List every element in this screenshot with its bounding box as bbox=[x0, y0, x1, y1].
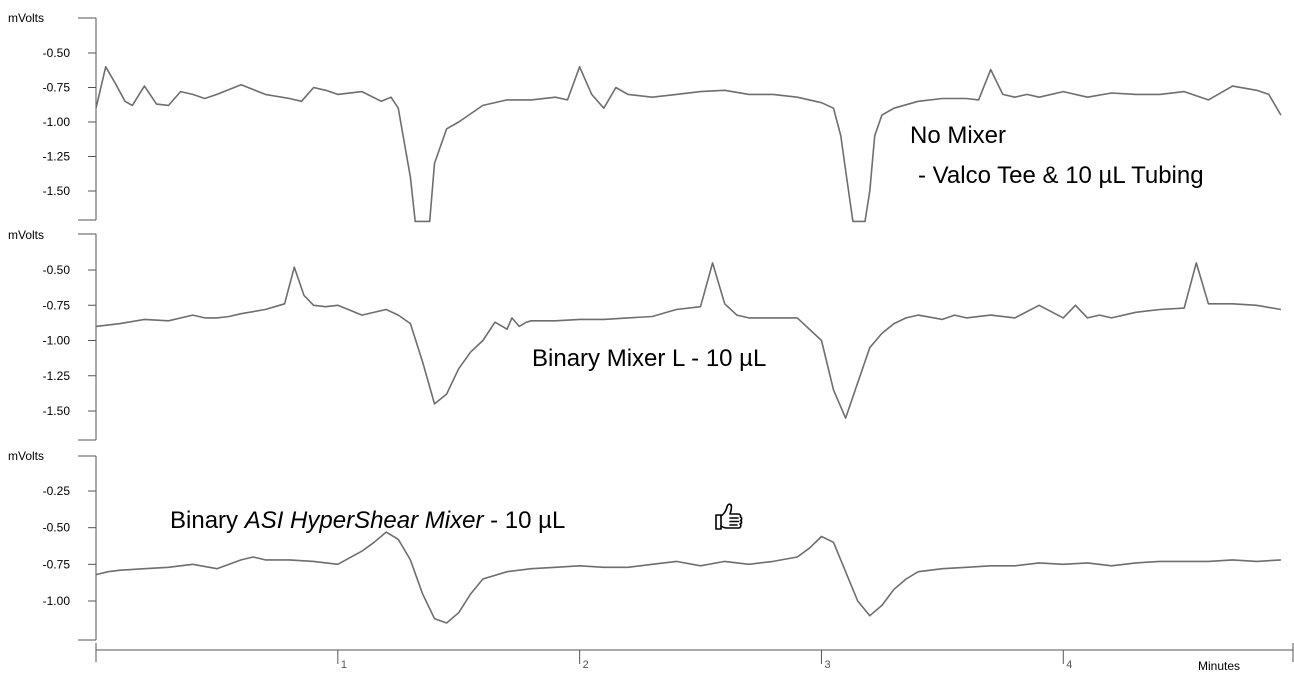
y-unit-label: mVolts bbox=[8, 228, 44, 242]
annotation-line-1: Binary Mixer L - 10 µL bbox=[532, 345, 766, 372]
x-tick-label: 4 bbox=[1066, 659, 1072, 671]
series bbox=[95, 531, 1281, 624]
series bbox=[95, 262, 1282, 419]
y-tick-label: -0.75 bbox=[43, 81, 71, 95]
series-line bbox=[95, 262, 1282, 419]
y-tick-label: -1.50 bbox=[43, 184, 71, 198]
series-line bbox=[95, 531, 1281, 624]
y-tick-label: -0.50 bbox=[43, 521, 71, 535]
annotation-italic: ASI HyperShear Mixer bbox=[243, 507, 485, 534]
annotation-line-1: No Mixer bbox=[910, 122, 1006, 149]
y-tick-label: -0.25 bbox=[43, 484, 71, 498]
annotation-prefix: Binary bbox=[170, 507, 245, 534]
y-axis bbox=[78, 455, 97, 641]
y-ticks: -0.25 -0.50 -0.75 -1.00 bbox=[43, 484, 96, 608]
annotation-text: Binary ASI HyperShear Mixer - 10 µL bbox=[170, 507, 565, 534]
x-tick-label: 1 bbox=[341, 659, 347, 671]
panel-hypershear-mixer: mVolts -0.25 -0.50 -0.75 -1.00 Binary ASI H… bbox=[8, 449, 1281, 641]
y-tick-label: -1.25 bbox=[43, 150, 71, 164]
thumbs-up-icon bbox=[715, 503, 743, 530]
y-unit-label: mVolts bbox=[8, 449, 44, 463]
y-tick-label: -0.50 bbox=[43, 46, 71, 60]
x-ticks: 1 2 3 4 bbox=[95, 643, 1294, 671]
series bbox=[95, 66, 1282, 223]
y-axis bbox=[78, 17, 97, 221]
y-tick-label: -1.25 bbox=[43, 369, 71, 383]
y-tick-label: -0.75 bbox=[43, 298, 71, 312]
x-tick-label: 3 bbox=[824, 659, 830, 671]
y-unit-label: mVolts bbox=[8, 11, 44, 25]
y-axis bbox=[78, 233, 97, 441]
y-tick-label: -1.00 bbox=[43, 115, 71, 129]
y-ticks: -0.50 -0.75 -1.00 -1.25 -1.50 bbox=[43, 263, 96, 418]
series-line bbox=[95, 66, 1282, 223]
y-tick-label: -1.00 bbox=[43, 334, 71, 348]
x-axis: 1 2 3 4 Minutes bbox=[95, 643, 1294, 673]
x-tick-label: 2 bbox=[583, 659, 589, 671]
annotation-line-2: - Valco Tee & 10 µL Tubing bbox=[918, 162, 1204, 189]
y-ticks: -0.50 -0.75 -1.00 -1.25 -1.50 bbox=[43, 46, 96, 198]
y-tick-label: -1.00 bbox=[43, 594, 71, 608]
annotation-suffix: - 10 µL bbox=[483, 507, 565, 534]
y-tick-label: -0.75 bbox=[43, 557, 71, 571]
y-tick-label: -0.50 bbox=[43, 263, 71, 277]
x-unit-label: Minutes bbox=[1198, 659, 1240, 673]
panel-no-mixer: mVolts -0.50 -0.75 -1.00 -1.25 -1.50 No Mixe… bbox=[8, 11, 1282, 223]
y-tick-label: -1.50 bbox=[43, 404, 71, 418]
panel-binary-mixer-l: mVolts -0.50 -0.75 -1.00 -1.25 -1.50 Binary … bbox=[8, 228, 1282, 441]
